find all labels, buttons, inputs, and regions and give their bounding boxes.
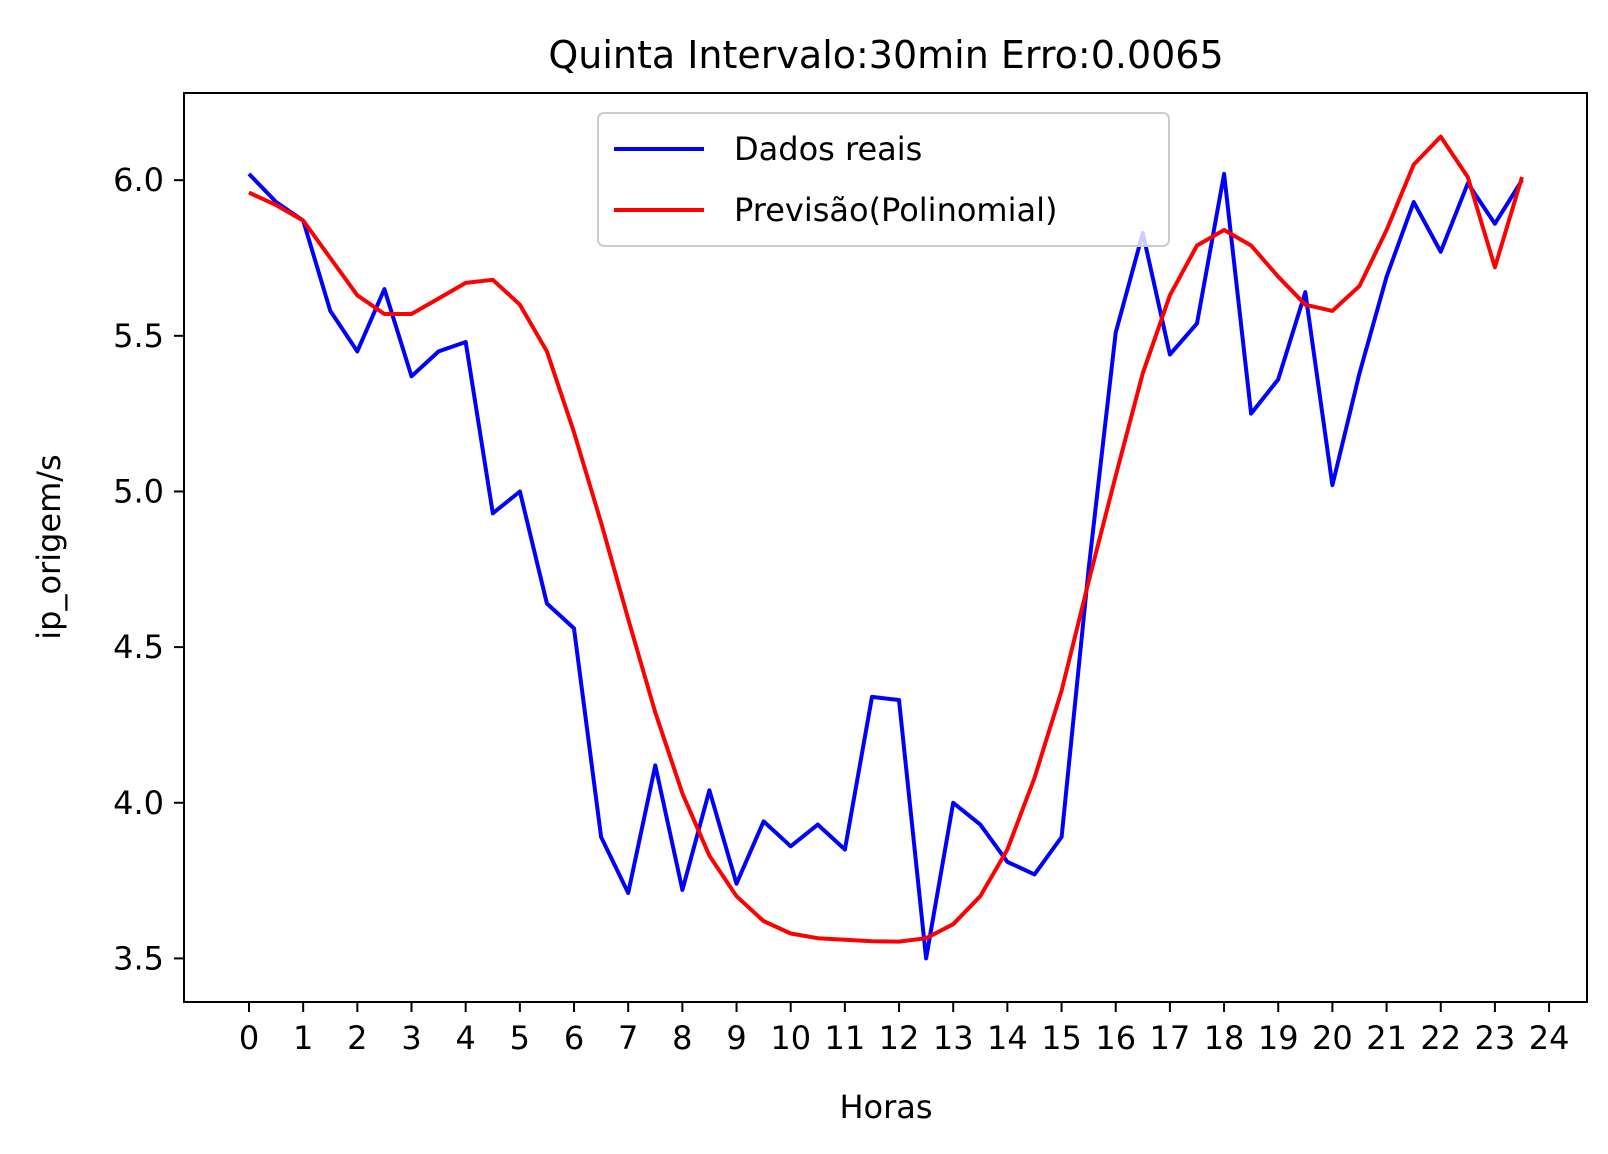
- y-tick-label: 4.0: [113, 784, 164, 822]
- x-tick-label: 18: [1204, 1019, 1245, 1057]
- y-tick-label: 6.0: [113, 161, 164, 199]
- x-tick-label: 10: [770, 1019, 811, 1057]
- x-tick-label: 9: [726, 1019, 746, 1057]
- x-tick-label: 20: [1312, 1019, 1353, 1057]
- x-tick-label: 22: [1420, 1019, 1461, 1057]
- y-tick-label: 5.5: [113, 317, 164, 355]
- y-tick-label: 4.5: [113, 628, 164, 666]
- chart-title: Quinta Intervalo:30min Erro:0.0065: [548, 33, 1223, 77]
- series-layer: [247, 134, 1524, 961]
- legend: Dados reais Previsão(Polinomial): [597, 112, 1170, 247]
- x-tick-label: 17: [1150, 1019, 1191, 1057]
- series-line-1: [248, 134, 1524, 944]
- y-tick-label: 3.5: [113, 939, 164, 977]
- x-tick-label: 14: [987, 1019, 1028, 1057]
- x-tick-label: 11: [825, 1019, 866, 1057]
- x-tick-label: 4: [456, 1019, 476, 1057]
- axes-frame: [183, 92, 1588, 1003]
- x-tick-label: 5: [510, 1019, 530, 1057]
- x-tick-label: 8: [672, 1019, 692, 1057]
- y-axis-label: ip_origem/s: [30, 454, 68, 639]
- x-tick-label: 0: [239, 1019, 259, 1057]
- x-axis-ticks: 0 1 2 3 4 5 6 7 8 9 10 11 12 13 14 15 16 17 18 19 20 21 22 23 24: [239, 1002, 1570, 1057]
- x-tick-label: 23: [1475, 1019, 1516, 1057]
- x-tick-label: 6: [564, 1019, 584, 1057]
- legend-label-dados-reais: Dados reais: [734, 130, 922, 168]
- y-axis-ticks: 3.5 4.0 4.5 5.0 5.5 6.0: [113, 161, 184, 977]
- x-tick-label: 12: [879, 1019, 920, 1057]
- x-tick-label: 24: [1529, 1019, 1570, 1057]
- x-axis-label: Horas: [839, 1088, 932, 1126]
- series-line-0: [247, 171, 1524, 961]
- legend-label-previsao: Previsão(Polinomial): [734, 191, 1057, 229]
- x-tick-label: 15: [1041, 1019, 1082, 1057]
- legend-box: [597, 112, 1170, 247]
- x-tick-label: 13: [933, 1019, 974, 1057]
- x-tick-label: 2: [347, 1019, 367, 1057]
- x-tick-label: 16: [1095, 1019, 1136, 1057]
- x-tick-label: 1: [293, 1019, 313, 1057]
- x-tick-label: 19: [1258, 1019, 1299, 1057]
- plot-area: [183, 92, 1588, 1003]
- x-tick-label: 21: [1366, 1019, 1407, 1057]
- x-tick-label: 7: [618, 1019, 638, 1057]
- y-tick-label: 5.0: [113, 472, 164, 510]
- x-tick-label: 3: [401, 1019, 421, 1057]
